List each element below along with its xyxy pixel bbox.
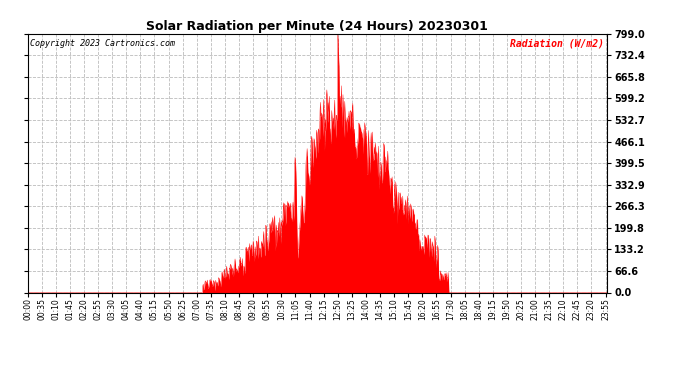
Text: Radiation (W/m2): Radiation (W/m2) (511, 39, 604, 49)
Title: Solar Radiation per Minute (24 Hours) 20230301: Solar Radiation per Minute (24 Hours) 20… (146, 20, 489, 33)
Text: Copyright 2023 Cartronics.com: Copyright 2023 Cartronics.com (30, 39, 175, 48)
